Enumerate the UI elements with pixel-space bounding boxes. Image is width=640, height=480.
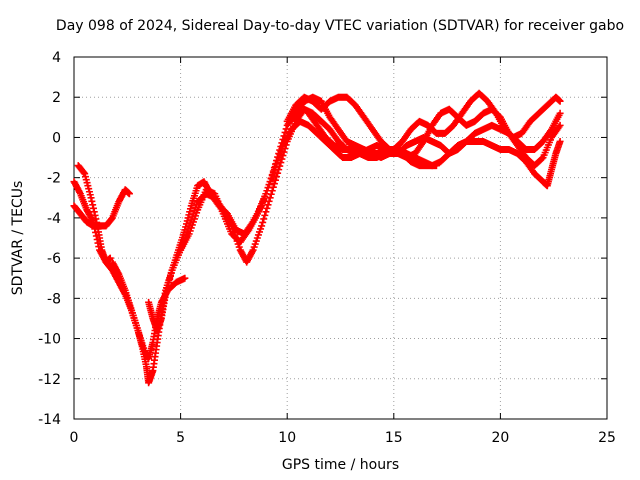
data-point: [260, 215, 268, 223]
data-point: [556, 97, 564, 105]
data-point: [259, 218, 267, 226]
data-point: [556, 109, 564, 117]
data-point: [432, 162, 440, 170]
data-point: [106, 254, 114, 262]
y-tick-label: -2: [47, 171, 61, 187]
chart-title: Day 098 of 2024, Sidereal Day-to-day VTE…: [55, 18, 625, 34]
data-point: [538, 155, 546, 163]
data-point: [261, 211, 269, 219]
y-axis-label: SDTVAR / TECUs: [10, 180, 26, 296]
data-point: [262, 208, 270, 216]
series-track-1: [70, 105, 564, 387]
plot-frame: [73, 56, 608, 420]
x-tick-label: 5: [176, 430, 185, 446]
data-point: [265, 197, 273, 205]
x-tick-label: 25: [598, 430, 616, 446]
y-axis: -14 -12 -10 -8 -6 -4 -2 0 2 4: [38, 50, 607, 428]
x-tick-label: 15: [385, 430, 403, 446]
x-axis: 0 5 10 15 20 25: [70, 57, 616, 446]
data-point: [244, 227, 252, 235]
data-point: [263, 204, 271, 212]
x-axis-label: GPS time / hours: [281, 457, 400, 473]
data-point: [278, 155, 286, 163]
data-point: [555, 123, 563, 131]
y-tick-label: 0: [52, 130, 61, 146]
data-point: [271, 176, 279, 184]
data-point: [419, 139, 427, 147]
y-tick-label: 4: [52, 50, 61, 66]
data-point: [264, 201, 272, 209]
x-tick-label: 20: [491, 430, 509, 446]
x-tick-label: 10: [278, 430, 296, 446]
data-point: [266, 194, 274, 202]
data-point: [273, 173, 281, 181]
data-point: [125, 190, 133, 198]
y-tick-label: -4: [47, 211, 61, 227]
data-point: [181, 274, 189, 282]
data-series: [70, 89, 564, 387]
data-point: [279, 152, 287, 160]
y-tick-label: -12: [38, 372, 61, 388]
series-track-3: [74, 162, 114, 266]
series-track-7: [283, 93, 564, 170]
y-tick-label: -10: [38, 332, 61, 348]
data-point: [556, 121, 564, 129]
series-track-8: [305, 109, 440, 170]
y-tick-label: 2: [52, 90, 61, 106]
y-tick-label: -14: [38, 412, 61, 428]
data-point: [258, 222, 266, 230]
data-point: [556, 137, 564, 145]
y-tick-label: -8: [47, 291, 61, 307]
y-tick-label: -6: [47, 251, 61, 267]
data-point: [270, 180, 278, 188]
x-tick-label: 0: [70, 430, 79, 446]
